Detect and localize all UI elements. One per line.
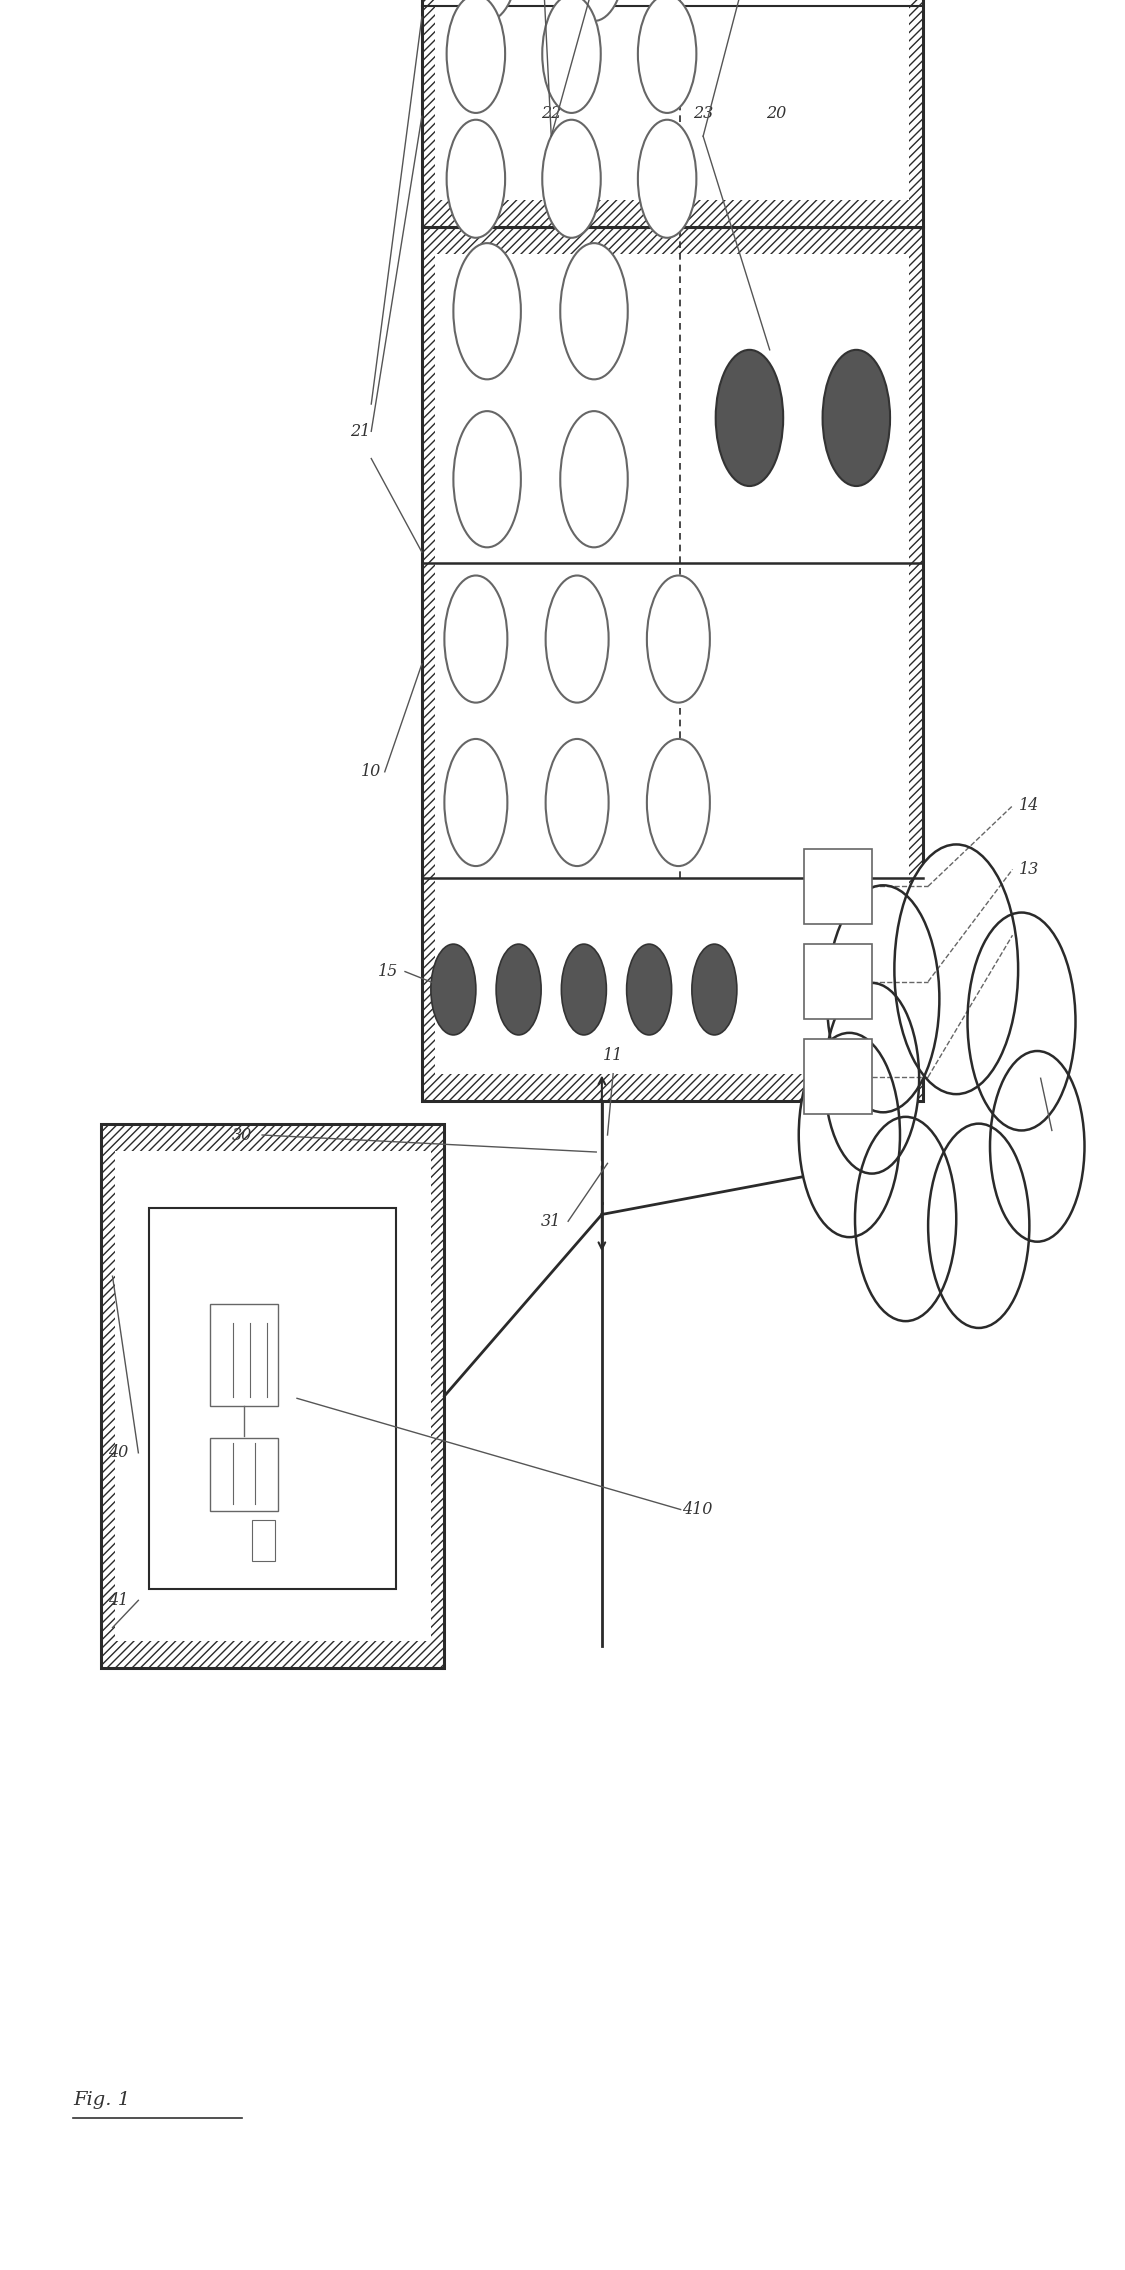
Bar [210,1439,278,1512]
Circle shape [894,844,1018,1094]
Circle shape [692,944,737,1035]
Circle shape [825,983,919,1174]
Circle shape [546,740,609,867]
Circle shape [990,1051,1084,1242]
Circle shape [560,411,628,547]
Bar [804,1040,872,1115]
Circle shape [431,944,476,1035]
Circle shape [716,350,783,486]
Text: 12: 12 [1019,926,1040,944]
Bar [101,1124,444,1668]
Text: 15: 15 [378,962,398,981]
Text: 23: 23 [693,104,713,123]
Circle shape [822,350,890,486]
Circle shape [928,1124,1029,1328]
Text: 30: 30 [232,1126,252,1144]
Text: 40: 40 [108,1444,128,1462]
Bar [804,849,872,924]
Text: Fig. 1: Fig. 1 [73,2091,130,2109]
Bar [435,0,909,200]
Circle shape [453,411,521,547]
Circle shape [444,577,507,704]
Circle shape [453,243,521,379]
Circle shape [968,913,1076,1130]
Circle shape [968,913,1076,1130]
Circle shape [827,885,939,1112]
Circle shape [627,944,672,1035]
Circle shape [647,577,710,704]
Circle shape [560,243,628,379]
Circle shape [546,577,609,704]
Text: 14: 14 [1019,797,1040,815]
Circle shape [496,944,541,1035]
Text: 10: 10 [361,763,381,781]
Bar [148,1208,396,1589]
Text: 41: 41 [108,1591,128,1609]
Bar [115,1151,431,1641]
Circle shape [855,1117,956,1321]
Circle shape [855,1117,956,1321]
Text: 32: 32 [1053,1121,1073,1140]
Circle shape [638,120,696,238]
Circle shape [444,740,507,867]
Circle shape [447,0,505,114]
Bar [210,1305,278,1407]
Circle shape [827,885,939,1112]
Bar [435,254,909,1074]
Circle shape [447,120,505,238]
Bar [804,944,872,1019]
Text: 31: 31 [541,1212,561,1230]
Bar [422,227,922,1101]
Circle shape [647,740,710,867]
Circle shape [561,944,606,1035]
Circle shape [799,1033,900,1237]
Circle shape [825,983,919,1174]
Circle shape [799,1033,900,1237]
Circle shape [542,0,601,114]
Bar [422,0,922,227]
Circle shape [894,844,1018,1094]
Circle shape [928,1124,1029,1328]
Circle shape [542,120,601,238]
Circle shape [456,0,519,20]
Text: 22: 22 [541,104,561,123]
Text: 410: 410 [682,1500,713,1519]
Text: 21: 21 [350,422,370,440]
Text: 20: 20 [766,104,786,123]
Text: 13: 13 [1019,860,1040,878]
Bar [252,1521,274,1562]
Text: 11: 11 [603,1046,623,1065]
Circle shape [562,0,626,20]
Circle shape [990,1051,1084,1242]
Circle shape [638,0,696,114]
